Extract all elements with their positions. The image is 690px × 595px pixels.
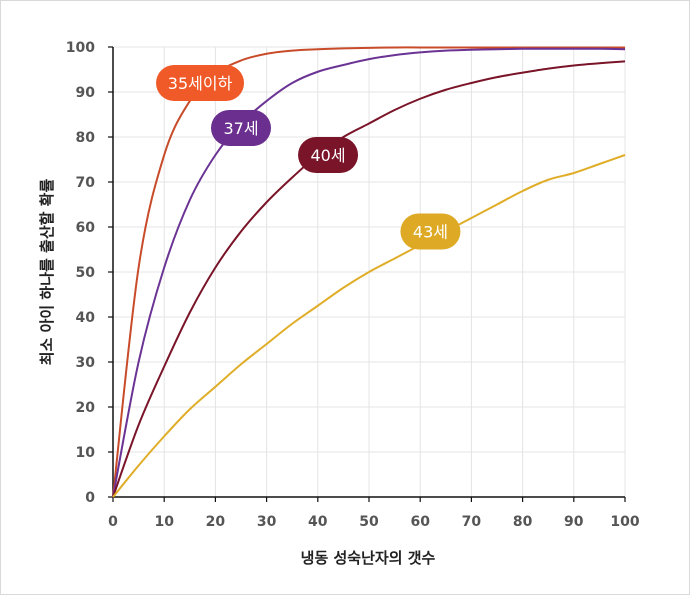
x-tick-label: 0 <box>108 514 118 530</box>
x-tick-label: 50 <box>359 514 379 530</box>
y-tick-label: 100 <box>66 40 95 56</box>
series-line <box>112 154 626 498</box>
y-tick-label: 60 <box>76 220 96 236</box>
y-tick-label: 70 <box>76 175 96 191</box>
tick-labels: 0 10 20 30 40 50 60 70 80 90 100 0 10 20 30 40 50 60 70 80 9… <box>66 40 640 530</box>
series-line <box>112 47 626 498</box>
y-tick-label: 50 <box>76 265 96 281</box>
series-label-text: 40세 <box>310 146 345 165</box>
series-label: 40세 <box>298 137 359 173</box>
series-labels: 35세이하 37세 40세 43세 <box>156 65 461 250</box>
y-tick-label: 40 <box>76 310 96 326</box>
x-tick-label: 20 <box>206 514 226 530</box>
series-line <box>112 60 626 498</box>
series-label-pill <box>156 65 245 101</box>
series-label-text: 43세 <box>413 223 448 242</box>
x-tick-label: 40 <box>308 514 328 530</box>
axes <box>108 46 626 502</box>
y-tick-label: 90 <box>76 85 96 101</box>
x-tick-label: 10 <box>154 514 174 530</box>
series-label: 37세 <box>211 110 271 146</box>
series-label: 43세 <box>400 213 461 250</box>
x-tick-label: 70 <box>462 514 482 530</box>
series-label-pill <box>211 110 271 146</box>
y-tick-label: 30 <box>76 355 96 371</box>
y-axis-title: 최소 아이 하나를 출산할 확률 <box>38 179 56 366</box>
series-label-text: 37세 <box>223 119 258 138</box>
x-axis-title: 냉동 성숙난자의 갯수 <box>301 549 436 567</box>
y-tick-label: 10 <box>76 445 96 461</box>
x-tick-label: 30 <box>257 514 277 530</box>
x-tick-label: 60 <box>410 514 430 530</box>
x-tick-label: 80 <box>513 514 533 530</box>
series-lines <box>112 46 626 498</box>
y-tick-label: 80 <box>76 130 96 146</box>
x-tick-label: 100 <box>610 514 639 530</box>
series-label: 35세이하 <box>156 65 245 101</box>
x-tick-label: 90 <box>564 514 584 530</box>
y-tick-label: 0 <box>85 490 95 506</box>
series-label-pill <box>298 137 359 173</box>
series-line <box>112 46 625 498</box>
y-tick-label: 20 <box>76 400 96 416</box>
series-label-pill <box>400 213 461 250</box>
series-label-text: 35세이하 <box>168 74 233 93</box>
